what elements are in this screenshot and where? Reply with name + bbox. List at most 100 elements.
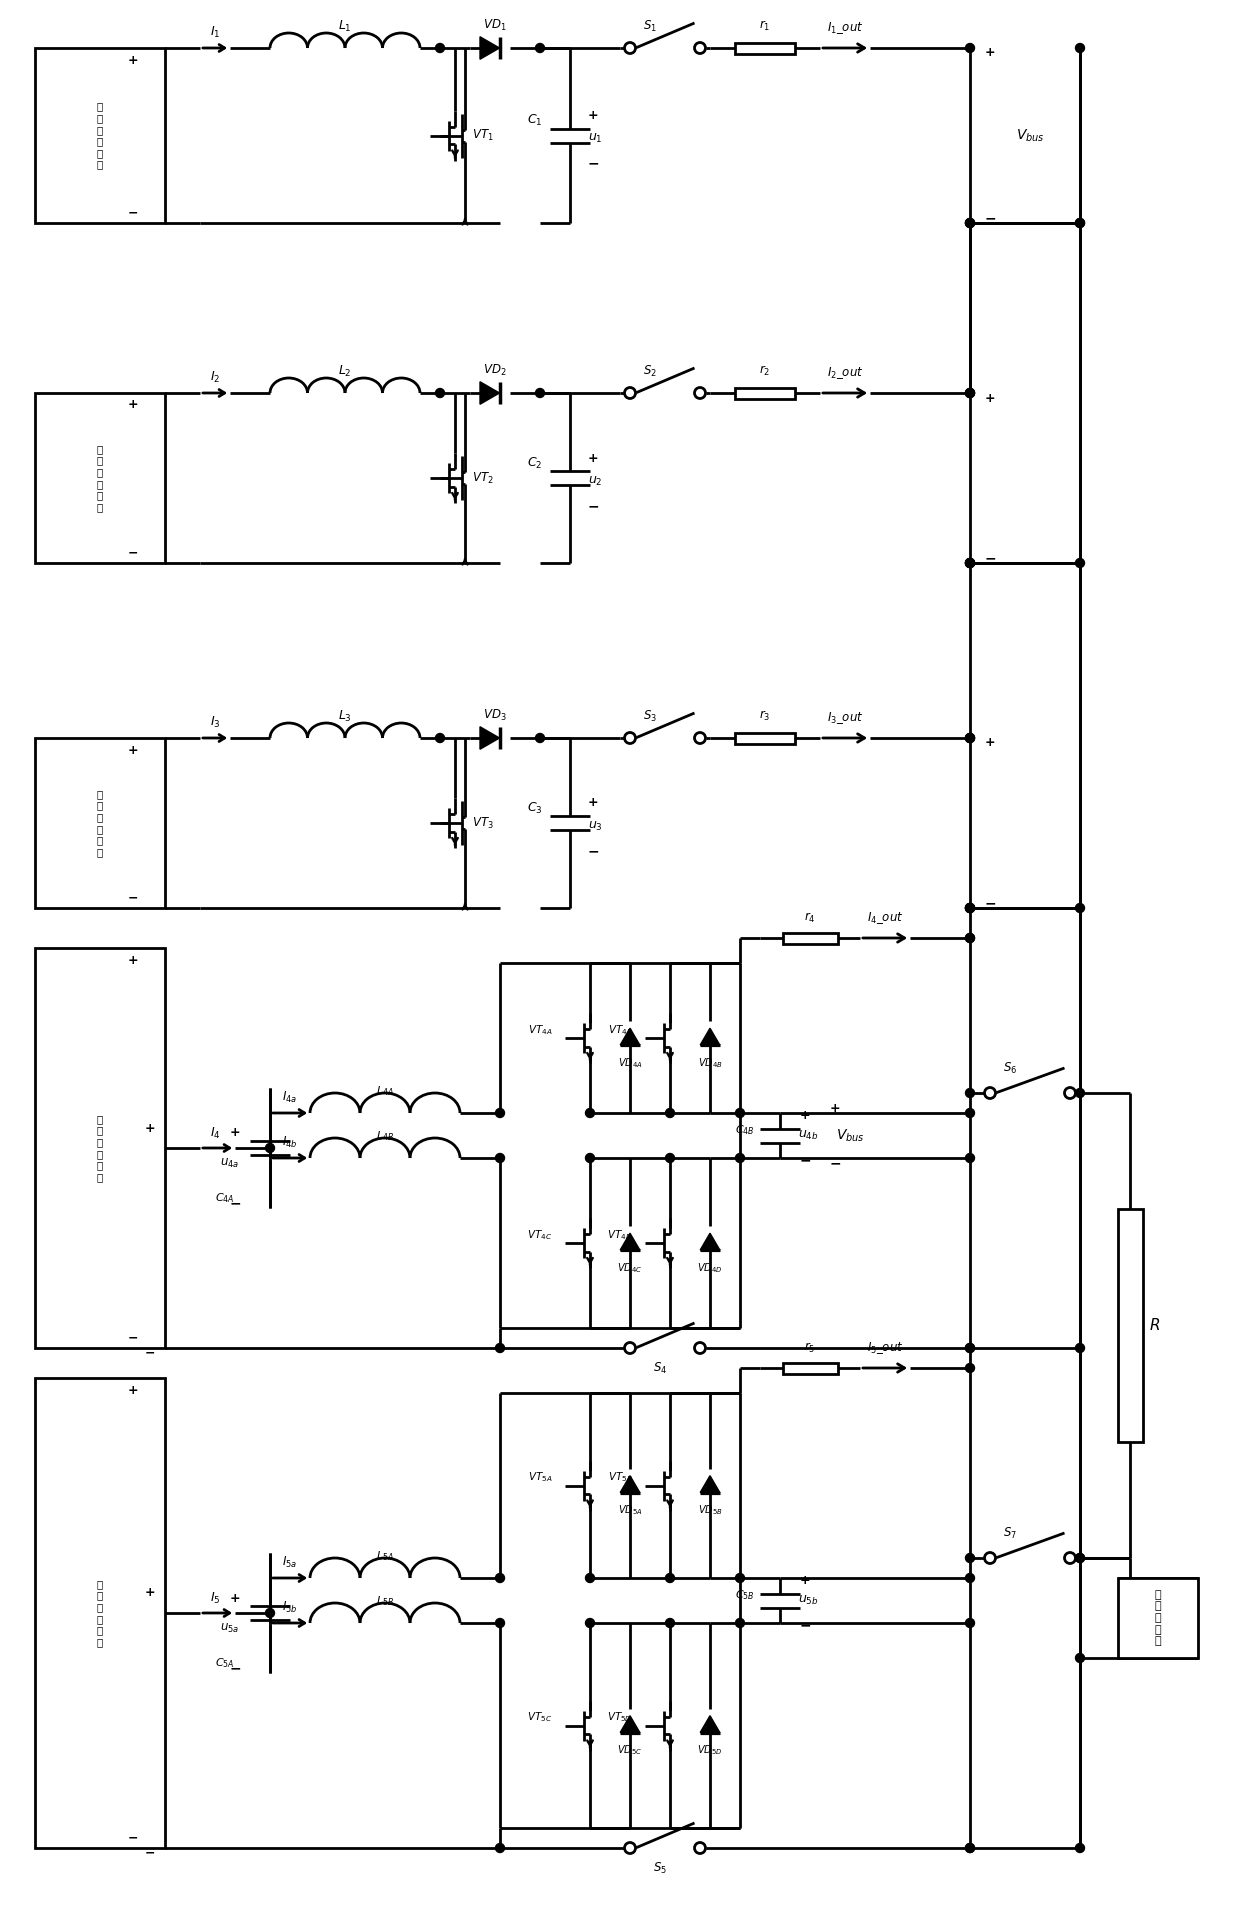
Circle shape	[435, 389, 444, 397]
Text: +: +	[128, 744, 138, 756]
Circle shape	[1075, 1654, 1085, 1662]
Text: $C_{5A}$: $C_{5A}$	[216, 1656, 234, 1670]
Text: $L_2$: $L_2$	[339, 364, 352, 378]
Circle shape	[1075, 218, 1085, 228]
Text: $r_2$: $r_2$	[759, 364, 770, 378]
Text: $u_1$: $u_1$	[588, 131, 603, 145]
Text: $C_3$: $C_3$	[527, 800, 543, 816]
Circle shape	[985, 1087, 996, 1099]
Circle shape	[966, 733, 975, 742]
Circle shape	[496, 1618, 505, 1627]
Text: $r_5$: $r_5$	[805, 1342, 816, 1355]
Circle shape	[966, 559, 975, 567]
Circle shape	[496, 1109, 505, 1118]
Circle shape	[265, 1608, 274, 1618]
Circle shape	[966, 904, 975, 912]
Text: $I_1\_out$: $I_1\_out$	[827, 19, 863, 37]
Circle shape	[966, 904, 975, 912]
Text: −: −	[128, 891, 138, 904]
Text: $VT_1$: $VT_1$	[472, 127, 494, 143]
Text: $I_{5a}$: $I_{5a}$	[283, 1554, 298, 1569]
Text: +: +	[985, 46, 996, 60]
Text: $V_{bus}$: $V_{bus}$	[1016, 127, 1044, 145]
Circle shape	[966, 218, 975, 228]
Circle shape	[966, 933, 975, 943]
Text: −: −	[128, 1832, 138, 1845]
Text: $I_3$: $I_3$	[210, 715, 221, 729]
Text: −: −	[128, 546, 138, 559]
Circle shape	[694, 1342, 706, 1353]
Text: −: −	[800, 1153, 811, 1168]
Text: $VD_{4B}$: $VD_{4B}$	[698, 1057, 723, 1070]
Polygon shape	[480, 382, 500, 405]
Circle shape	[966, 559, 975, 567]
Text: −: −	[229, 1662, 241, 1675]
Text: $VD_{5C}$: $VD_{5C}$	[618, 1743, 642, 1758]
Circle shape	[966, 1618, 975, 1627]
Text: −: −	[985, 210, 997, 226]
Text: $VT_{4D}$: $VT_{4D}$	[608, 1228, 632, 1242]
Circle shape	[966, 389, 975, 397]
Bar	[782, 1363, 837, 1373]
Polygon shape	[620, 1475, 640, 1492]
Circle shape	[966, 1344, 975, 1353]
Text: $VD_{5B}$: $VD_{5B}$	[698, 1504, 723, 1517]
Text: +: +	[588, 110, 599, 121]
Circle shape	[735, 1153, 744, 1163]
Text: +: +	[985, 391, 996, 405]
Text: $C_{4B}$: $C_{4B}$	[735, 1124, 755, 1138]
Circle shape	[585, 1109, 594, 1118]
Text: $u_2$: $u_2$	[588, 474, 603, 488]
Circle shape	[585, 1573, 594, 1583]
Circle shape	[966, 389, 975, 397]
Circle shape	[625, 42, 635, 54]
Circle shape	[966, 733, 975, 742]
Circle shape	[625, 1342, 635, 1353]
Text: $I_3\_out$: $I_3\_out$	[827, 710, 863, 727]
Text: 第
五
储
能
设
备: 第 五 储 能 设 备	[97, 1579, 103, 1647]
Circle shape	[1075, 44, 1085, 52]
Text: $u_{4a}$: $u_{4a}$	[221, 1157, 239, 1170]
Text: $I_{4a}$: $I_{4a}$	[283, 1089, 298, 1105]
Text: $I_4\_out$: $I_4\_out$	[867, 910, 903, 925]
Text: +: +	[144, 1122, 155, 1134]
Bar	[735, 388, 795, 399]
Text: $r_3$: $r_3$	[759, 710, 771, 723]
Text: −: −	[128, 1332, 138, 1344]
Circle shape	[1064, 1552, 1075, 1564]
Polygon shape	[620, 1716, 640, 1733]
Circle shape	[536, 44, 544, 52]
Circle shape	[666, 1109, 675, 1118]
Polygon shape	[620, 1028, 640, 1045]
Circle shape	[966, 1363, 975, 1373]
Polygon shape	[701, 1716, 719, 1733]
Text: $L_{5A}$: $L_{5A}$	[376, 1548, 394, 1564]
Circle shape	[1075, 218, 1085, 228]
Text: +: +	[229, 1126, 241, 1139]
Circle shape	[1075, 1843, 1085, 1853]
Text: $VD_1$: $VD_1$	[484, 17, 507, 33]
Text: $VT_{4B}$: $VT_{4B}$	[608, 1024, 632, 1037]
Text: +: +	[128, 954, 138, 966]
Text: +: +	[830, 1101, 841, 1114]
Bar	[35, 1379, 165, 1849]
Text: −: −	[588, 499, 599, 513]
Circle shape	[966, 933, 975, 943]
Circle shape	[966, 559, 975, 567]
Circle shape	[966, 904, 975, 912]
Text: $S_4$: $S_4$	[653, 1361, 667, 1375]
Text: $r_1$: $r_1$	[759, 19, 770, 33]
Circle shape	[966, 218, 975, 228]
Text: $VT_{5B}$: $VT_{5B}$	[608, 1471, 632, 1485]
Text: −: −	[128, 206, 138, 220]
Circle shape	[966, 389, 975, 397]
Text: $C_{4A}$: $C_{4A}$	[216, 1192, 234, 1205]
Bar	[35, 949, 165, 1348]
Circle shape	[585, 1153, 594, 1163]
Circle shape	[985, 1552, 996, 1564]
Text: +: +	[800, 1573, 810, 1587]
Circle shape	[1075, 1554, 1085, 1562]
Text: $I_{5b}$: $I_{5b}$	[283, 1600, 298, 1614]
Circle shape	[966, 44, 975, 52]
Text: $VD_{4A}$: $VD_{4A}$	[618, 1057, 642, 1070]
